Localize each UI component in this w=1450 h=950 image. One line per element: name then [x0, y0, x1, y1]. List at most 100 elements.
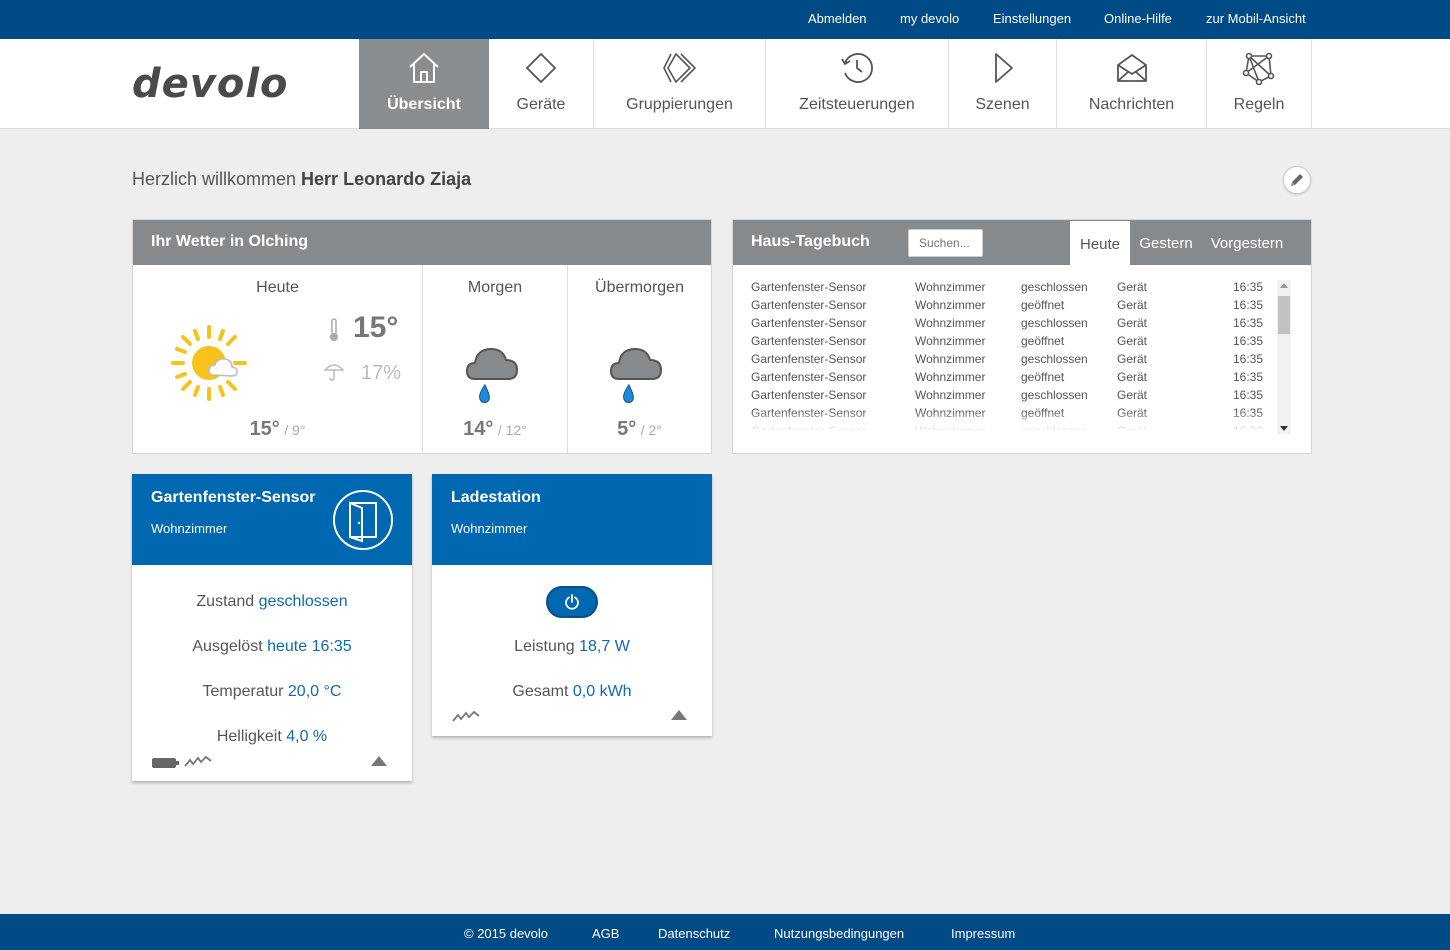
diary-search-input[interactable] — [908, 229, 983, 257]
nav-label: Regeln — [1233, 96, 1285, 113]
collapse-arrow-icon[interactable] — [671, 710, 687, 720]
diary-title: Haus-Tagebuch — [751, 233, 870, 250]
diary-cell-room: Wohnzimmer — [915, 370, 986, 384]
today-temps: 15° / 9° — [133, 418, 422, 441]
scroll-up-arrow[interactable] — [1280, 283, 1288, 288]
diary-scrollbar[interactable] — [1277, 280, 1291, 434]
nav-label: Gruppierungen — [626, 96, 733, 113]
diary-row[interactable]: Gartenfenster-Sensor Wohnzimmer geöffnet Ge… — [751, 370, 1281, 388]
top-bar: Abmelden my devolo Einstellungen Online-… — [0, 0, 1450, 39]
diary-cell-device: Gartenfenster-Sensor — [751, 298, 867, 312]
diary-cell-device: Gartenfenster-Sensor — [751, 352, 867, 366]
diary-cell-time: 16:35 — [1233, 334, 1264, 348]
diary-row[interactable]: Gartenfenster-Sensor Wohnzimmer geschlosse… — [751, 388, 1281, 406]
logout-link[interactable]: Abmelden — [808, 11, 867, 26]
diary-cell-state: geöffnet — [1021, 334, 1065, 348]
diary-cell-device: Gartenfenster-Sensor — [751, 370, 867, 384]
diary-cell-device: Gartenfenster-Sensor — [751, 388, 867, 402]
today-low: / 9° — [284, 422, 306, 438]
diary-list: Gartenfenster-Sensor Wohnzimmer geschlosse… — [751, 280, 1281, 430]
power-toggle-button[interactable] — [546, 586, 598, 618]
day-after-temps: 5° / 2° — [568, 418, 711, 441]
weather-tomorrow: Morgen 14° / 12° — [423, 265, 568, 453]
welcome-message: Herzlich willkommen Herr Leonardo Ziaja — [132, 169, 471, 190]
user-name: Herr Leonardo Ziaja — [301, 169, 472, 189]
diary-cell-room: Wohnzimmer — [915, 352, 986, 366]
diary-cell-device: Gartenfenster-Sensor — [751, 316, 867, 330]
nav-label: Geräte — [516, 96, 566, 113]
diary-cell-room: Wohnzimmer — [915, 298, 986, 312]
sun-cloud-icon — [171, 325, 247, 401]
diary-cell-type: Gerät — [1117, 280, 1148, 294]
rain-cloud-icon — [609, 347, 663, 404]
nav-item-uebersicht[interactable]: Übersicht — [359, 39, 489, 129]
diary-row[interactable]: Gartenfenster-Sensor Wohnzimmer geschlosse… — [751, 280, 1281, 298]
scroll-thumb[interactable] — [1278, 296, 1290, 334]
nav-label: Übersicht — [387, 96, 461, 113]
play-icon — [949, 51, 1056, 85]
day-label: Morgen — [467, 279, 523, 296]
settings-link[interactable]: Einstellungen — [993, 11, 1072, 26]
edit-dashboard-button[interactable] — [1283, 166, 1311, 194]
sensor-triggered: Ausgelöst heute 16:35 — [192, 638, 352, 655]
tab-heute[interactable]: Heute — [1070, 221, 1130, 266]
diary-fade — [751, 410, 1281, 432]
chart-history-icon[interactable] — [452, 709, 480, 723]
chart-history-icon[interactable] — [184, 754, 212, 768]
sensor-card: Gartenfenster-Sensor Wohnzimmer Zustand … — [132, 474, 412, 781]
diary-row[interactable]: Gartenfenster-Sensor Wohnzimmer geöffnet Ge… — [751, 334, 1281, 352]
sensor-brightness: Helligkeit 4,0 % — [216, 728, 328, 745]
charger-room: Wohnzimmer — [451, 521, 528, 536]
day-after-low: / 2° — [640, 422, 662, 438]
footer-link-nutzungsbedingungen[interactable]: Nutzungsbedingungen — [774, 926, 905, 941]
tab-vorgestern[interactable]: Vorgestern — [1210, 235, 1284, 252]
diary-cell-time: 16:35 — [1233, 316, 1264, 330]
scroll-down-arrow[interactable] — [1280, 426, 1288, 431]
footer-link-impressum[interactable]: Impressum — [951, 926, 1016, 941]
nav-item-regeln[interactable]: Regeln — [1207, 39, 1312, 129]
nav-item-gruppierungen[interactable]: Gruppierungen — [594, 39, 766, 129]
weather-header: Ihr Wetter in Olching — [133, 220, 711, 265]
current-temp: 15° — [353, 311, 399, 344]
diary-header: Haus-Tagebuch Heute Gestern Vorgestern — [733, 220, 1311, 266]
nav-item-geraete[interactable]: Geräte — [489, 39, 594, 129]
charger-power: Leistung 18,7 W — [514, 638, 630, 655]
umbrella-icon — [324, 364, 344, 381]
diamond-icon — [489, 51, 593, 85]
diary-cell-time: 16:35 — [1233, 352, 1264, 366]
nav-item-szenen[interactable]: Szenen — [949, 39, 1057, 129]
nav-item-zeitsteuerungen[interactable]: Zeitsteuerungen — [766, 39, 949, 129]
diary-cell-state: geschlossen — [1021, 280, 1088, 294]
diary-row[interactable]: Gartenfenster-Sensor Wohnzimmer geschlosse… — [751, 352, 1281, 370]
online-help-link[interactable]: Online-Hilfe — [1104, 11, 1172, 26]
tab-gestern[interactable]: Gestern — [1139, 235, 1193, 252]
tomorrow-temps: 14° / 12° — [423, 418, 567, 441]
pencil-icon — [1291, 174, 1303, 186]
footer-link-agb[interactable]: AGB — [592, 926, 620, 941]
diary-row[interactable]: Gartenfenster-Sensor Wohnzimmer geschlosse… — [751, 316, 1281, 334]
sensor-card-header[interactable]: Gartenfenster-Sensor Wohnzimmer — [132, 474, 412, 565]
charger-card-header[interactable]: Ladestation Wohnzimmer — [432, 474, 712, 565]
tomorrow-high: 14° — [463, 418, 494, 440]
mobile-view-link[interactable]: zur Mobil-Ansicht — [1206, 11, 1306, 26]
rain-cloud-icon — [465, 347, 519, 404]
day-after-high: 5° — [617, 418, 637, 440]
footer-link-datenschutz[interactable]: Datenschutz — [658, 926, 731, 941]
my-devolo-link[interactable]: my devolo — [900, 11, 960, 26]
diary-cell-time: 16:35 — [1233, 370, 1264, 384]
nav-item-nachrichten[interactable]: Nachrichten — [1057, 39, 1207, 129]
power-icon — [565, 594, 579, 610]
nav-label: Nachrichten — [1088, 96, 1175, 113]
sensor-state: Zustand geschlossen — [196, 593, 348, 610]
diary-cell-type: Gerät — [1117, 370, 1148, 384]
envelope-icon — [1057, 51, 1206, 85]
diary-cell-state: geöffnet — [1021, 370, 1065, 384]
diary-row[interactable]: Gartenfenster-Sensor Wohnzimmer geöffnet Ge… — [751, 298, 1281, 316]
diary-panel: Haus-Tagebuch Heute Gestern Vorgestern G… — [732, 219, 1312, 454]
collapse-arrow-icon[interactable] — [371, 756, 387, 766]
diary-cell-time: 16:35 — [1233, 298, 1264, 312]
diary-cell-room: Wohnzimmer — [915, 388, 986, 402]
devolo-logo[interactable]: devolo — [132, 61, 289, 107]
diary-cell-state: geschlossen — [1021, 388, 1088, 402]
weather-panel: Ihr Wetter in Olching Heute 15° — [132, 219, 712, 454]
